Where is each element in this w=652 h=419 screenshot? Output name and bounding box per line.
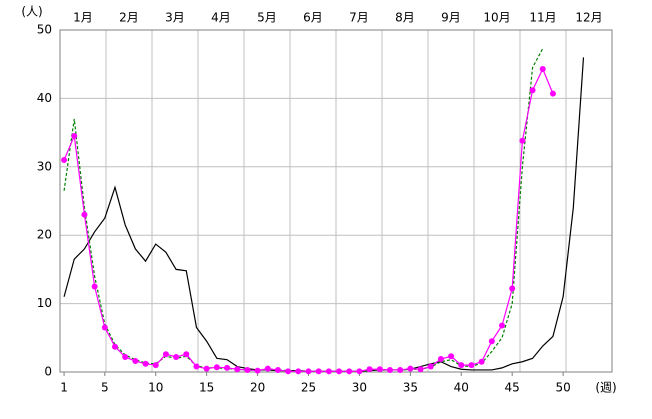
y-tick-label: 30 [37,159,52,173]
data-point [315,368,322,375]
data-point [81,211,88,218]
data-point [91,283,98,290]
data-point [183,351,190,358]
data-point [376,366,383,373]
data-point [61,156,68,163]
data-point [488,338,495,345]
data-point [509,285,516,292]
data-point [101,324,108,331]
data-point [234,366,241,373]
data-point [407,365,414,372]
data-point [519,137,526,144]
data-point [193,363,200,370]
month-label: 1月 [73,11,93,25]
x-tick-label: 50 [555,381,570,395]
data-point [224,364,231,371]
month-label: 12月 [575,11,602,25]
data-point [254,367,261,374]
x-axis-label: (週) [595,381,616,395]
month-label: 6月 [303,11,323,25]
data-point [111,343,118,350]
data-point [142,360,149,367]
data-point [549,90,556,97]
data-point [468,362,475,369]
x-tick-label: 15 [199,381,214,395]
month-label: 5月 [257,11,277,25]
plot-frame [59,29,613,373]
data-point [203,365,210,372]
month-label: 7月 [349,11,369,25]
month-label: 10月 [483,11,510,25]
data-point [478,358,485,365]
x-tick-label: 25 [301,381,316,395]
data-point [427,363,434,370]
x-tick-label: 20 [250,381,265,395]
data-point [437,356,444,363]
x-tick-label: 5 [101,381,109,395]
x-tick-label: 35 [403,381,418,395]
data-point [274,366,281,373]
y-tick-label: 0 [44,365,52,379]
data-point [417,366,424,373]
y-tick-label: 50 [37,23,52,37]
month-label: 11月 [529,11,556,25]
x-tick-label: 30 [352,381,367,395]
data-point [244,366,251,373]
month-label: 9月 [441,11,461,25]
data-point [529,87,536,94]
data-point [305,368,312,375]
y-tick-label: 10 [37,296,52,310]
data-point [264,365,271,372]
data-point [325,368,332,375]
data-point [458,362,465,369]
y-tick-label: 40 [37,91,52,105]
month-label: 8月 [395,11,415,25]
month-label: 4月 [211,11,231,25]
data-point [295,368,302,375]
data-point [132,358,139,365]
data-point [386,366,393,373]
data-point [173,353,180,360]
month-label: 2月 [119,11,139,25]
data-point [71,133,78,140]
data-point [285,368,292,375]
y-tick-label: 20 [37,228,52,242]
x-tick-label: 45 [505,381,520,395]
data-point [397,366,404,373]
data-point [366,366,373,373]
month-label: 3月 [165,11,185,25]
data-point [346,368,353,375]
data-point [336,368,343,375]
data-point [122,353,129,360]
data-point [448,353,455,360]
data-point [499,322,506,329]
data-point [356,368,363,375]
x-tick-label: 10 [148,381,163,395]
data-point [162,351,169,358]
data-point [539,65,546,72]
y-axis-label: (人) [21,5,42,19]
x-tick-label: 40 [454,381,469,395]
x-tick-label: 1 [60,381,68,395]
data-point [152,362,159,369]
data-point [213,364,220,371]
